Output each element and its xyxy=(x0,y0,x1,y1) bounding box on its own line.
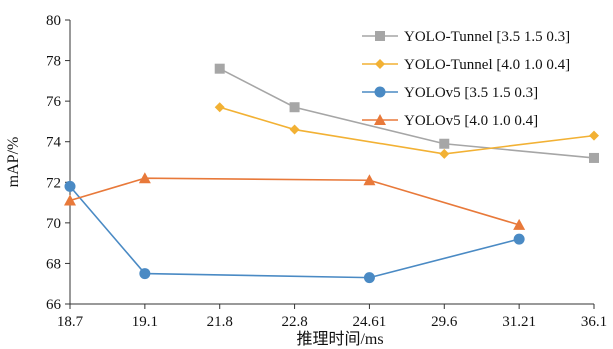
y-axis: 66 68 70 72 74 76 78 80 xyxy=(46,13,71,313)
data-point xyxy=(589,152,599,163)
x-tick-label: 36.1 xyxy=(581,314,607,330)
x-axis-title: 推理时间/ms xyxy=(296,330,383,348)
series-2 xyxy=(214,102,599,159)
series-layer xyxy=(64,63,599,284)
legend-item: YOLOv5 [3.5 1.5 0.3] xyxy=(362,85,538,101)
data-point xyxy=(589,130,599,141)
series-line xyxy=(69,185,520,279)
data-point xyxy=(138,172,151,184)
legend-label: YOLO-Tunnel [4.0 1.0 0.4] xyxy=(404,57,570,73)
y-tick-label: 76 xyxy=(46,94,62,110)
y-tick-label: 72 xyxy=(46,175,61,191)
legend-label: YOLOv5 [4.0 1.0 0.4] xyxy=(404,113,538,129)
legend-swatch-marker xyxy=(374,114,386,125)
y-tick-label: 80 xyxy=(46,13,61,29)
series-1 xyxy=(214,63,599,163)
x-tick-label: 21.8 xyxy=(207,314,233,330)
legend-item: YOLO-Tunnel [3.5 1.5 0.3] xyxy=(362,29,570,45)
series-line xyxy=(219,67,595,159)
data-point xyxy=(214,63,225,74)
y-tick-label: 68 xyxy=(46,256,61,272)
data-point xyxy=(289,124,300,135)
y-tick-label: 78 xyxy=(46,54,61,70)
data-point xyxy=(439,138,450,149)
data-point xyxy=(64,180,76,192)
legend-label: YOLO-Tunnel [3.5 1.5 0.3] xyxy=(404,29,570,45)
x-tick-label: 31.21 xyxy=(502,314,536,330)
series-line xyxy=(69,177,520,226)
legend-swatch-marker xyxy=(374,86,386,98)
data-point xyxy=(363,272,375,284)
y-tick-label: 74 xyxy=(46,135,62,151)
y-axis-title: mAP/% xyxy=(5,137,22,188)
data-point xyxy=(64,194,76,206)
data-point xyxy=(513,233,525,245)
legend-swatch-marker xyxy=(375,59,385,69)
data-point xyxy=(139,268,151,280)
y-tick-label: 70 xyxy=(46,216,61,232)
series-line xyxy=(219,106,595,155)
data-point xyxy=(439,148,450,159)
x-tick-label: 24.61 xyxy=(353,314,387,330)
data-point xyxy=(214,102,225,113)
series-3 xyxy=(64,180,525,284)
data-point xyxy=(363,174,376,186)
x-tick-label: 22.8 xyxy=(281,314,307,330)
legend-item: YOLO-Tunnel [4.0 1.0 0.4] xyxy=(362,57,570,73)
series-4 xyxy=(64,172,526,230)
legend-item: YOLOv5 [4.0 1.0 0.4] xyxy=(362,113,538,129)
data-point xyxy=(513,218,526,230)
y-tick-label: 66 xyxy=(46,297,62,313)
legend-swatch-marker xyxy=(375,31,385,41)
data-point xyxy=(289,102,300,113)
x-tick-label: 19.1 xyxy=(132,314,158,330)
x-tick-label: 18.7 xyxy=(57,314,84,330)
x-tick-label: 29.6 xyxy=(431,314,458,330)
legend: YOLO-Tunnel [3.5 1.5 0.3] YOLO-Tunnel [4.… xyxy=(362,29,570,129)
legend-label: YOLOv5 [3.5 1.5 0.3] xyxy=(404,85,538,101)
x-axis: 18.7 19.1 21.8 22.8 24.61 29.6 31.21 36.1 xyxy=(57,303,607,330)
